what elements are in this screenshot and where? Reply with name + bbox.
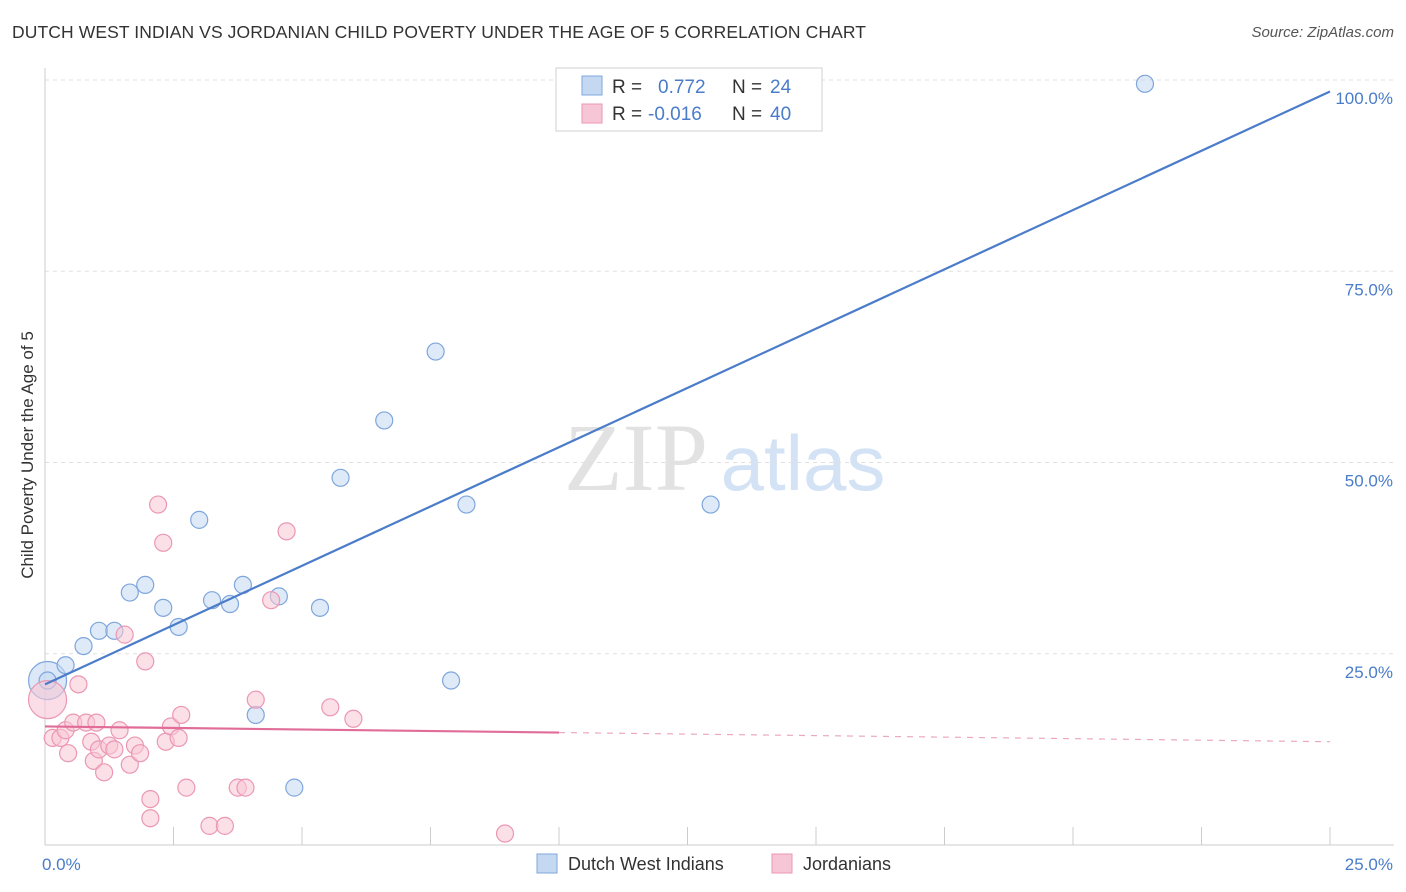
series-0-point-15 bbox=[285, 778, 304, 797]
series-0-point-22 bbox=[701, 495, 720, 514]
series-0-point-13 bbox=[246, 705, 265, 725]
series-1-point-34 bbox=[262, 591, 281, 610]
legend-label-jordanians: Jordanians bbox=[803, 854, 891, 874]
series-0-point-19 bbox=[426, 342, 445, 361]
series-0-point-20 bbox=[441, 671, 461, 690]
stats-legend-swatch-pink bbox=[581, 103, 603, 124]
series-1-point-5 bbox=[69, 675, 88, 694]
stats-legend: R = 0.772 N = 24 R = -0.016 N = 40 bbox=[555, 67, 823, 132]
source-label: Source: ZipAtlas.com bbox=[1251, 24, 1394, 41]
series-0-point-16 bbox=[310, 598, 330, 617]
trend-line-1 bbox=[44, 725, 560, 734]
stats-r-label-0: R = bbox=[612, 77, 642, 98]
y-tick-label-1: 50.0% bbox=[1345, 472, 1393, 491]
series-1-point-19 bbox=[136, 652, 155, 671]
series-0-point-6 bbox=[136, 575, 155, 595]
series-1-point-21 bbox=[141, 809, 160, 828]
x-tick-min: 0.0% bbox=[42, 855, 81, 874]
series-1-point-23 bbox=[154, 533, 173, 552]
series-1-point-16 bbox=[120, 755, 139, 774]
series-1-point-15 bbox=[115, 625, 134, 644]
series-1-point-30 bbox=[215, 816, 234, 835]
gridlines bbox=[45, 79, 1394, 655]
chart-title: DUTCH WEST INDIAN VS JORDANIAN CHILD POV… bbox=[12, 22, 867, 42]
stats-r-value-0: 0.772 bbox=[658, 77, 706, 98]
series-1-point-22 bbox=[148, 495, 168, 514]
watermark-atlas: atlas bbox=[721, 419, 886, 507]
y-tick-labels: 25.0% 50.0% 75.0% 100.0% bbox=[1335, 89, 1393, 682]
trend-line-dashed-1 bbox=[558, 731, 1331, 743]
x-tick-max: 25.0% bbox=[1345, 855, 1393, 874]
y-axis-label: Child Poverty Under the Age of 5 bbox=[18, 331, 37, 579]
y-tick-label-0: 25.0% bbox=[1345, 663, 1393, 682]
series-0-point-21 bbox=[457, 495, 476, 514]
series-1-point-14 bbox=[110, 721, 129, 740]
stats-n-label-1: N = bbox=[732, 104, 762, 125]
y-tick-label-2: 75.0% bbox=[1345, 280, 1393, 299]
series-1-point-38 bbox=[495, 824, 515, 843]
series-1-point-32 bbox=[236, 778, 255, 797]
watermark: ZIP atlas bbox=[564, 404, 885, 511]
trend-line-0 bbox=[44, 90, 1331, 686]
series-1-point-35 bbox=[277, 522, 296, 541]
series-0-point-2 bbox=[74, 636, 93, 656]
series-1-point-37 bbox=[344, 709, 363, 728]
series-legend: Dutch West Indians Jordanians bbox=[536, 853, 891, 874]
series-0-point-17 bbox=[331, 468, 350, 487]
series-1-point-18 bbox=[130, 744, 150, 763]
watermark-zip: ZIP bbox=[564, 404, 708, 511]
series-0-point-9 bbox=[190, 510, 209, 529]
series-1-point-29 bbox=[200, 816, 219, 835]
stats-legend-swatch-blue bbox=[581, 75, 603, 96]
series-1-point-20 bbox=[141, 789, 160, 809]
series-1-point-36 bbox=[321, 698, 340, 717]
stats-n-label-0: N = bbox=[732, 77, 762, 98]
series-1-point-28 bbox=[177, 778, 196, 797]
series-1-point-27 bbox=[172, 705, 191, 725]
series-1-point-11 bbox=[95, 763, 114, 782]
series-1-large-point-0 bbox=[27, 680, 68, 720]
series-1-point-13 bbox=[105, 740, 124, 759]
series-1-point-33 bbox=[246, 690, 265, 709]
stats-r-value-1: -0.016 bbox=[648, 104, 702, 125]
series-1-point-26 bbox=[169, 728, 188, 748]
legend-swatch-jordanians bbox=[771, 853, 793, 874]
series-0-point-23 bbox=[1135, 74, 1155, 93]
legend-swatch-dutch-west-indians bbox=[536, 853, 558, 874]
stats-r-label-1: R = bbox=[612, 104, 642, 125]
series-1 bbox=[27, 495, 515, 843]
x-tick-marks bbox=[173, 827, 1331, 845]
y-tick-label-3: 100.0% bbox=[1335, 89, 1393, 108]
series-1-point-9 bbox=[87, 713, 106, 732]
stats-n-value-0: 24 bbox=[770, 77, 792, 98]
series-0-point-7 bbox=[154, 598, 173, 617]
legend-label-dutch-west-indians: Dutch West Indians bbox=[568, 854, 724, 874]
series-layer bbox=[27, 74, 1331, 843]
stats-n-value-1: 40 bbox=[770, 104, 791, 125]
series-0-point-5 bbox=[120, 583, 139, 602]
series-0-point-18 bbox=[375, 411, 394, 430]
series-0-point-3 bbox=[89, 621, 109, 640]
series-1-point-3 bbox=[59, 744, 78, 763]
